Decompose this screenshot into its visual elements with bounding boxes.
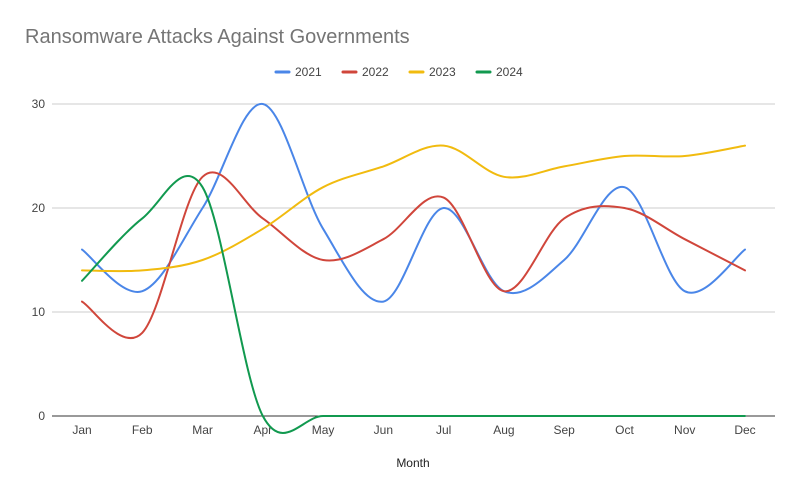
x-tick-label: Jun — [374, 423, 393, 437]
y-tick-label: 10 — [32, 305, 46, 319]
y-tick-label: 30 — [32, 97, 46, 111]
x-tick-label: Jan — [72, 423, 91, 437]
x-tick-label: May — [312, 423, 335, 437]
series-lines — [81, 103, 746, 434]
x-tick-label: Oct — [615, 423, 634, 437]
series-line-2024 — [81, 175, 746, 434]
legend-label: 2023 — [429, 65, 456, 79]
x-tick-label: Sep — [554, 423, 576, 437]
legend-label: 2021 — [295, 65, 322, 79]
legend-label: 2024 — [496, 65, 523, 79]
y-axis-tick-labels: 0 10 20 30 — [32, 97, 46, 423]
legend: 2021 2022 2023 2024 — [274, 65, 523, 79]
x-axis-title: Month — [396, 456, 429, 470]
series-line-2021 — [81, 103, 746, 303]
legend-label: 2022 — [362, 65, 389, 79]
x-tick-label: Aug — [493, 423, 514, 437]
gridlines — [52, 103, 775, 417]
series-line-2023 — [81, 144, 746, 273]
series-line-2022 — [81, 171, 746, 340]
x-tick-label: Nov — [674, 423, 695, 437]
x-tick-label: Jul — [436, 423, 451, 437]
y-tick-label: 20 — [32, 201, 46, 215]
chart-title: Ransomware Attacks Against Governments — [25, 26, 410, 48]
x-tick-label: Feb — [132, 423, 153, 437]
x-axis-tick-labels: Jan Feb Mar Apr May Jun Jul Aug Sep Oct Nov Dec — [72, 423, 755, 437]
x-tick-label: Mar — [192, 423, 213, 437]
x-tick-label: Apr — [253, 423, 272, 437]
y-tick-label: 0 — [38, 409, 45, 423]
x-tick-label: Dec — [734, 423, 755, 437]
